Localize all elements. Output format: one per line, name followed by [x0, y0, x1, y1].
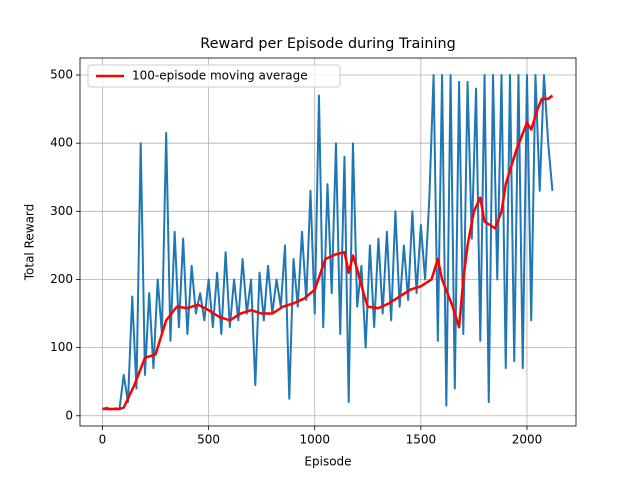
legend-label: 100-episode moving average [132, 69, 308, 83]
y-tick-label: 200 [50, 272, 73, 286]
y-tick-label: 100 [50, 340, 73, 354]
chart-title: Reward per Episode during Training [200, 36, 456, 52]
y-tick-label: 500 [50, 68, 73, 82]
legend-box [87, 64, 341, 88]
plot-frame [79, 57, 577, 427]
y-axis-label: Total Reward [23, 204, 37, 282]
x-axis-label: Episode [304, 455, 351, 469]
series-line [102, 74, 554, 411]
y-tick-label: 300 [50, 204, 73, 218]
series-line [102, 94, 554, 411]
x-tick-label: 1500 [406, 433, 437, 447]
x-tick-label: 0 [99, 433, 107, 447]
y-tick-label: 400 [50, 136, 73, 150]
x-tick-label: 1000 [299, 433, 330, 447]
y-tick-label: 0 [65, 408, 73, 422]
x-tick-label: 2000 [512, 433, 543, 447]
x-tick-label: 500 [197, 433, 220, 447]
